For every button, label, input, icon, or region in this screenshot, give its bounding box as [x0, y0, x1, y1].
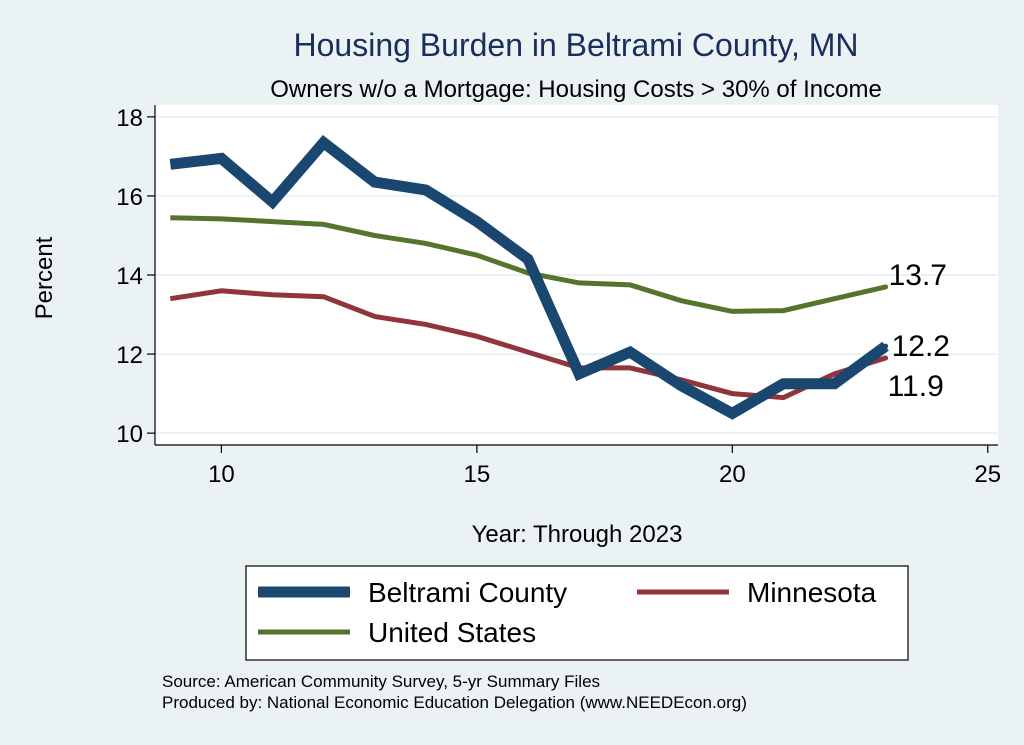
y-axis-ticks: 10 12 14 16 18	[116, 105, 155, 448]
x-tick-label: 10	[208, 461, 235, 488]
series-line-beltrami-county	[169, 135, 889, 420]
x-tick-label: 15	[464, 461, 491, 488]
series-group	[169, 135, 889, 420]
y-tick-label: 10	[116, 421, 143, 448]
produced-note: Produced by: National Economic Education…	[162, 693, 747, 712]
y-tick-label: 12	[116, 342, 143, 369]
x-tick-label: 20	[719, 461, 746, 488]
y-tick-label: 14	[116, 263, 143, 290]
x-tick-label: 25	[974, 461, 1001, 488]
end-label-united-states: 13.7	[889, 259, 947, 292]
chart-title: Housing Burden in Beltrami County, MN	[294, 27, 859, 63]
gridlines	[155, 115, 998, 435]
legend: Beltrami County Minnesota United States	[245, 565, 909, 661]
legend-label-beltrami: Beltrami County	[368, 577, 567, 608]
x-axis-label: Year: Through 2023	[472, 521, 683, 548]
end-point-marker	[883, 355, 889, 361]
end-label-beltrami-county: 12.2	[892, 330, 950, 363]
source-note: Source: American Community Survey, 5-yr …	[162, 672, 600, 691]
series-line-united-states	[170, 215, 887, 314]
legend-box	[245, 565, 909, 661]
end-point-marker	[883, 343, 889, 349]
chart-subtitle: Owners w/o a Mortgage: Housing Costs > 3…	[270, 76, 882, 103]
legend-label-minnesota: Minnesota	[747, 577, 877, 608]
end-labels: 12.2 11.9 13.7	[888, 259, 950, 403]
legend-label-united-states: United States	[368, 617, 536, 648]
end-point-marker	[883, 284, 889, 290]
y-tick-label: 16	[116, 184, 143, 211]
end-label-minnesota: 11.9	[888, 370, 944, 403]
y-tick-label: 18	[116, 105, 143, 132]
x-axis-ticks: 10 15 20 25	[208, 445, 1001, 488]
y-axis-label: Percent	[31, 236, 58, 319]
